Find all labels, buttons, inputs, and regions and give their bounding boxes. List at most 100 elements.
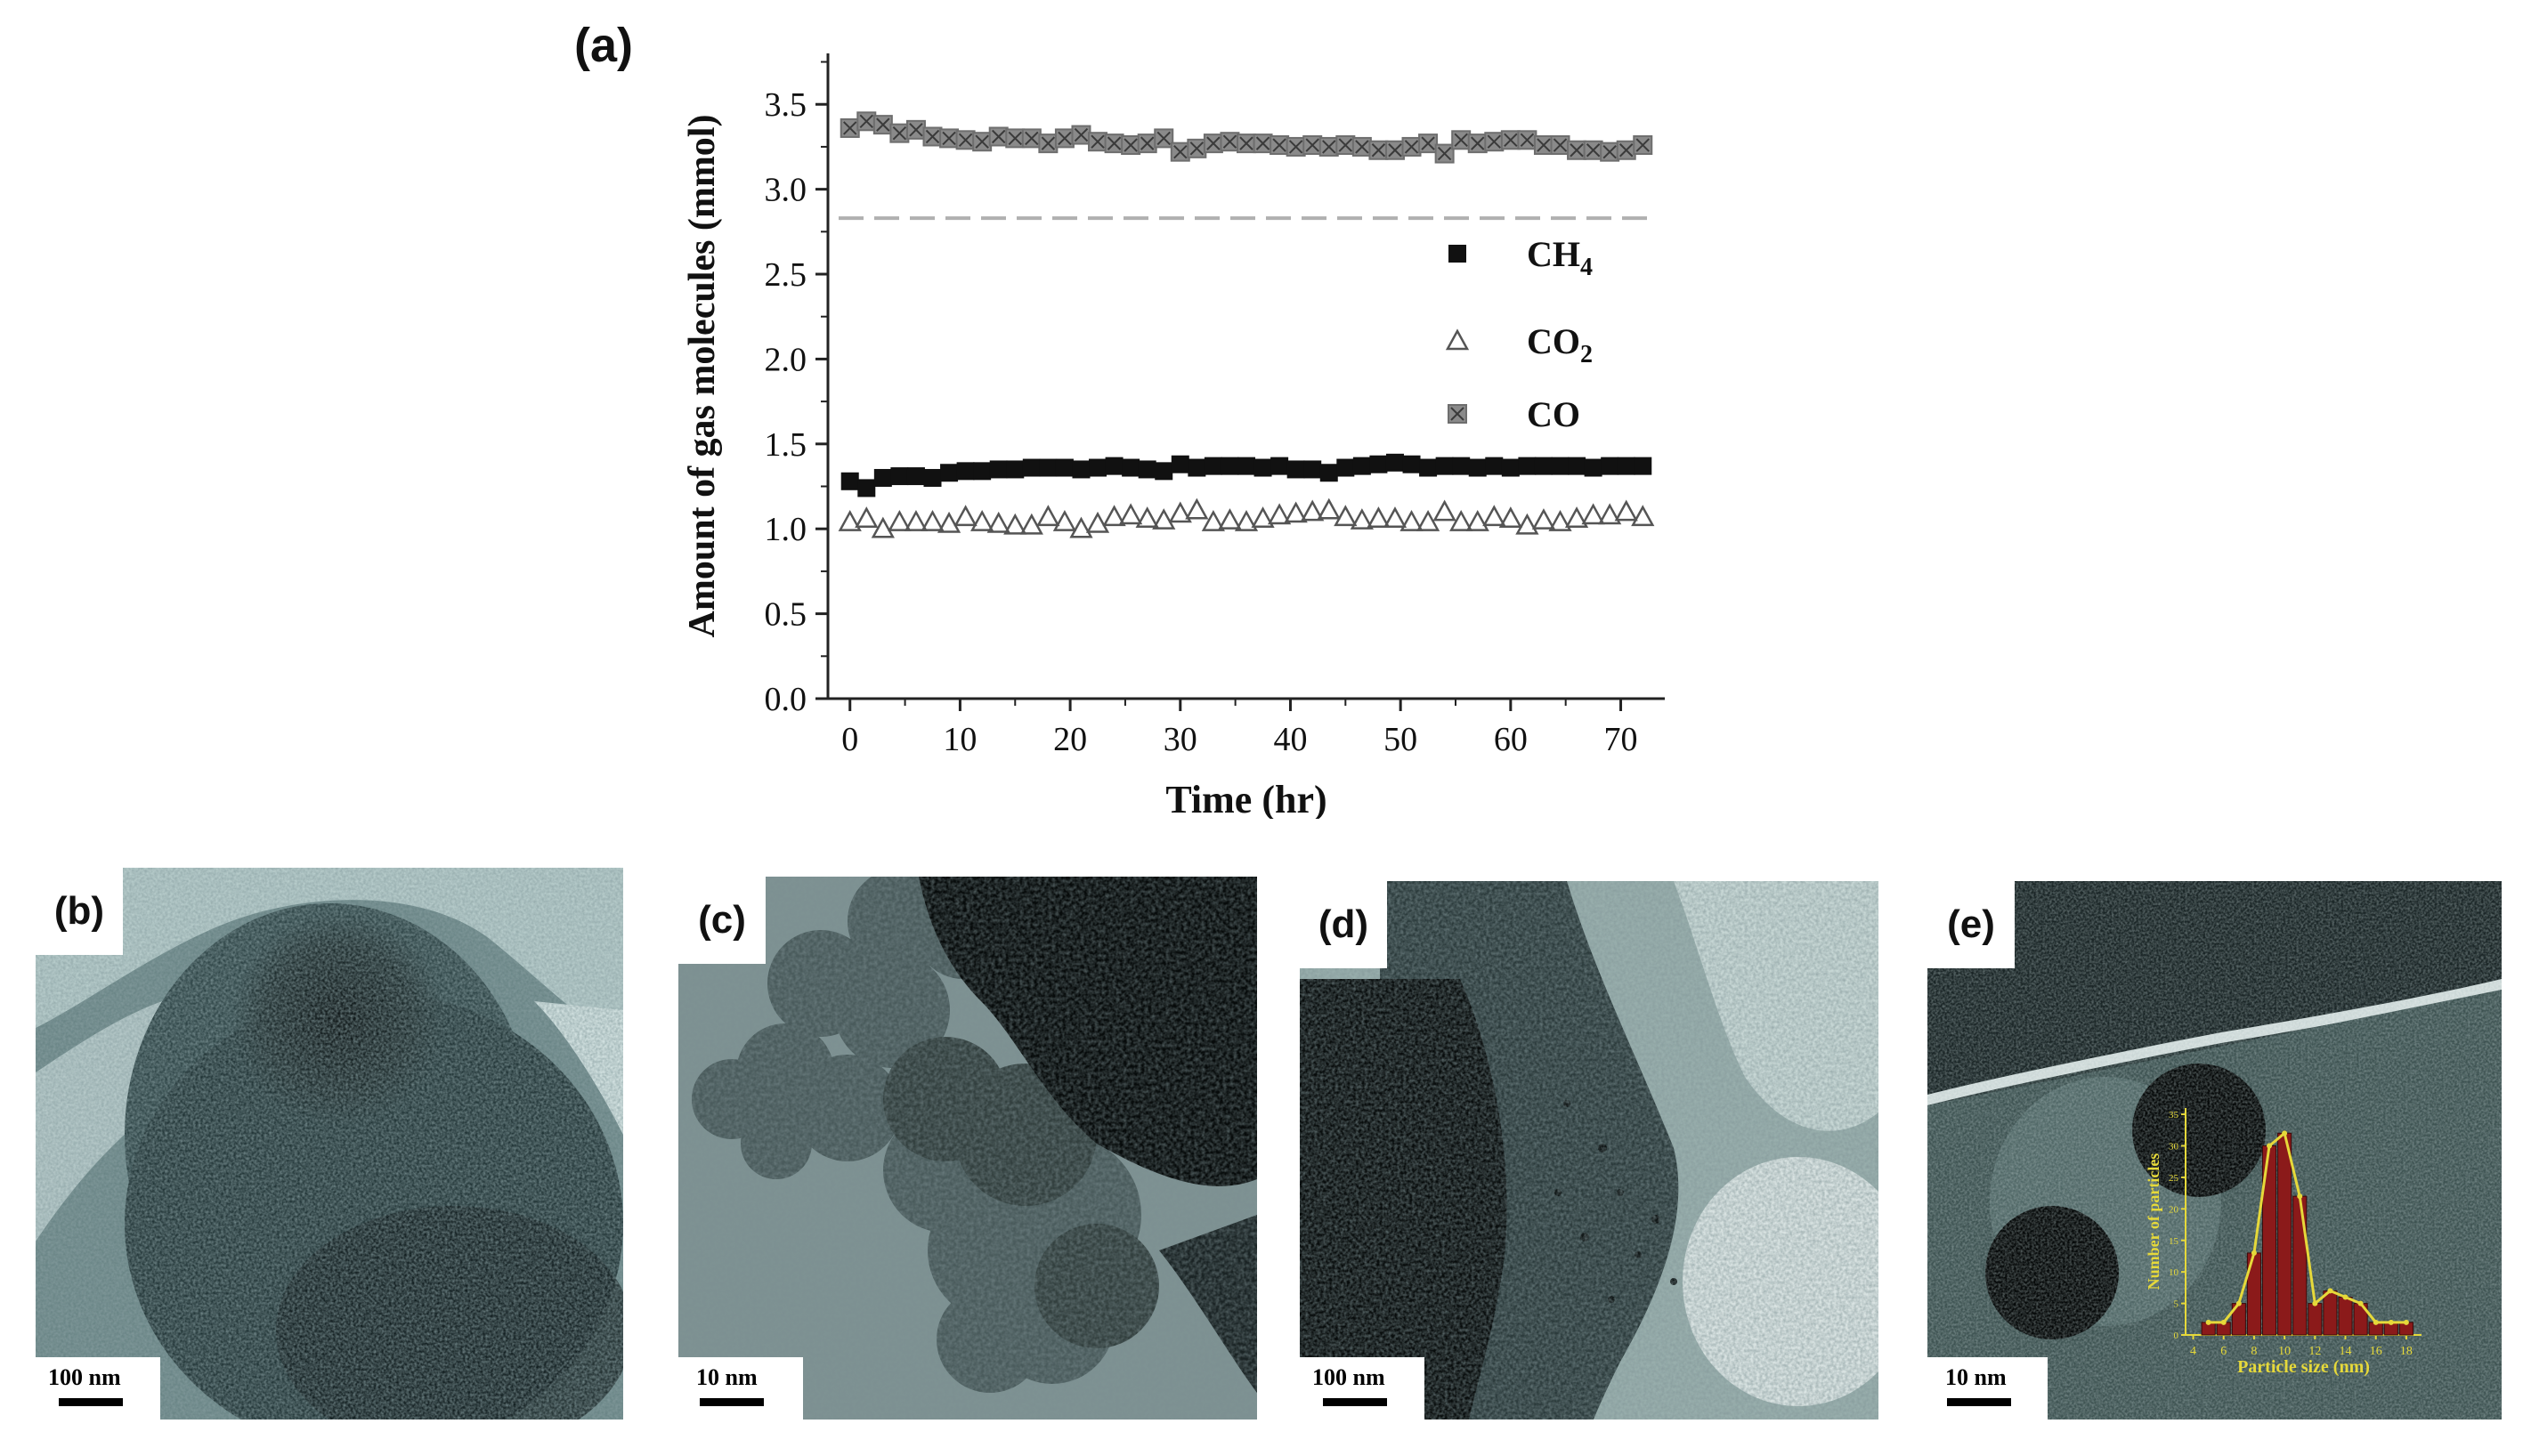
data-point-series-0 <box>1584 458 1602 477</box>
x-tick-label: 0 <box>841 721 858 758</box>
data-point-series-0 <box>1601 457 1619 475</box>
inset-y-tick-label: 15 <box>2169 1236 2179 1247</box>
data-point-series-1 <box>1598 503 1622 525</box>
data-point-series-0 <box>1452 457 1471 475</box>
data-point-series-1 <box>1301 499 1325 522</box>
x-tick-label: 30 <box>1164 721 1197 758</box>
histogram-point <box>2327 1288 2333 1294</box>
scale-bar-b <box>59 1398 123 1406</box>
data-point-series-2 <box>1600 142 1620 162</box>
data-point-series-1 <box>1185 497 1209 520</box>
histogram-point <box>2267 1143 2273 1149</box>
data-point-series-1 <box>1449 509 1473 531</box>
data-point-series-1 <box>1085 511 1110 533</box>
data-point-series-2 <box>1384 140 1405 160</box>
histogram-point <box>2388 1319 2394 1325</box>
chart-points <box>838 111 1655 538</box>
data-point-series-2 <box>1203 133 1223 154</box>
data-point-series-0 <box>1270 457 1289 475</box>
data-point-series-2 <box>1220 132 1240 152</box>
data-point-series-0 <box>1402 455 1421 473</box>
data-point-series-1 <box>1052 509 1077 531</box>
data-point-series-2 <box>1154 128 1174 149</box>
data-point-series-1 <box>1515 513 1539 535</box>
data-point-series-0 <box>1501 458 1520 477</box>
histogram-point <box>2220 1319 2227 1325</box>
y-tick-label: 2.5 <box>765 256 807 294</box>
data-point-series-1 <box>1201 509 1226 531</box>
data-point-series-1 <box>1317 497 1341 520</box>
data-point-series-0 <box>1237 457 1255 475</box>
data-point-series-1 <box>1152 508 1176 530</box>
inset-y-tick-label: 0 <box>2174 1331 2179 1341</box>
data-point-series-1 <box>1432 499 1456 522</box>
data-point-series-0 <box>857 479 876 497</box>
inset-x-tick-label: 10 <box>2278 1345 2291 1358</box>
inset-x-tick-label: 12 <box>2308 1345 2321 1358</box>
inset-x-tick-label: 14 <box>2340 1345 2352 1358</box>
data-point-series-1 <box>1399 509 1424 531</box>
data-point-series-1 <box>1069 516 1093 538</box>
y-tick-label: 1.5 <box>765 426 807 464</box>
legend-label-1: CO2 <box>1527 321 1593 368</box>
inset-x-tick-label: 16 <box>2370 1345 2382 1358</box>
data-point-series-0 <box>989 460 1008 479</box>
histogram-point <box>2312 1300 2318 1306</box>
data-point-series-0 <box>1518 457 1537 475</box>
data-point-series-0 <box>1072 460 1091 479</box>
data-point-series-0 <box>840 472 859 490</box>
scale-bar-label-e: 10 nm <box>1945 1364 2007 1390</box>
data-point-series-2 <box>1302 135 1323 156</box>
data-point-series-1 <box>1367 506 1391 529</box>
data-point-series-1 <box>1102 505 1126 527</box>
data-point-series-2 <box>856 111 877 132</box>
x-tick-label: 60 <box>1494 721 1528 758</box>
data-point-series-1 <box>1284 501 1308 523</box>
data-point-series-0 <box>1105 457 1124 475</box>
x-tick-label: 70 <box>1604 721 1638 758</box>
data-point-series-0 <box>906 467 925 486</box>
data-point-series-1 <box>1168 501 1192 523</box>
data-point-series-0 <box>1204 457 1222 475</box>
data-point-series-0 <box>1634 457 1652 475</box>
y-tick-label: 3.0 <box>765 172 807 209</box>
data-point-series-1 <box>986 511 1010 533</box>
data-point-series-1 <box>937 511 961 533</box>
data-point-series-0 <box>1551 457 1570 475</box>
data-point-series-1 <box>1564 506 1589 529</box>
data-point-series-1 <box>838 509 862 531</box>
data-point-series-0 <box>1369 455 1388 473</box>
histogram-bar <box>2338 1297 2353 1336</box>
data-point-series-2 <box>1434 143 1455 164</box>
y-tick-label: 0.0 <box>765 681 807 718</box>
data-point-series-0 <box>890 467 909 486</box>
data-point-series-0 <box>1336 458 1355 477</box>
data-point-series-2 <box>1286 136 1306 157</box>
particle-size-histogram-bars <box>2201 1130 2413 1336</box>
histogram-point <box>2342 1294 2349 1300</box>
data-point-series-2 <box>1351 136 1372 157</box>
data-point-series-0 <box>1468 458 1487 477</box>
scale-bar-d <box>1323 1398 1387 1406</box>
data-point-series-0 <box>1122 458 1140 477</box>
data-point-series-0 <box>1253 458 1272 477</box>
data-point-series-2 <box>1253 133 1273 154</box>
tem-image-e: 4 6 8 10 12 14 16 18 0 5 10 15 20 25 30 35 Particle size… <box>1927 881 2502 1420</box>
data-point-series-1 <box>1218 508 1242 530</box>
data-point-series-2 <box>1021 128 1042 149</box>
data-point-series-2 <box>1633 135 1653 156</box>
data-point-series-1 <box>871 516 895 538</box>
data-point-series-2 <box>840 117 860 138</box>
y-axis-label: Amount of gas molecules (mmol) <box>682 115 723 638</box>
data-point-series-0 <box>1385 453 1404 472</box>
data-point-series-0 <box>1568 457 1586 475</box>
legend-marker-2 <box>1448 404 1467 424</box>
data-point-series-0 <box>1485 457 1504 475</box>
legend-label-2: CO <box>1527 394 1580 434</box>
histogram-bar <box>2277 1132 2292 1336</box>
inset-y-tick-label: 20 <box>2169 1204 2179 1215</box>
data-point-series-2 <box>1170 142 1190 162</box>
data-point-series-2 <box>1583 140 1603 160</box>
data-point-series-1 <box>1019 513 1043 535</box>
data-point-series-1 <box>1036 505 1060 527</box>
